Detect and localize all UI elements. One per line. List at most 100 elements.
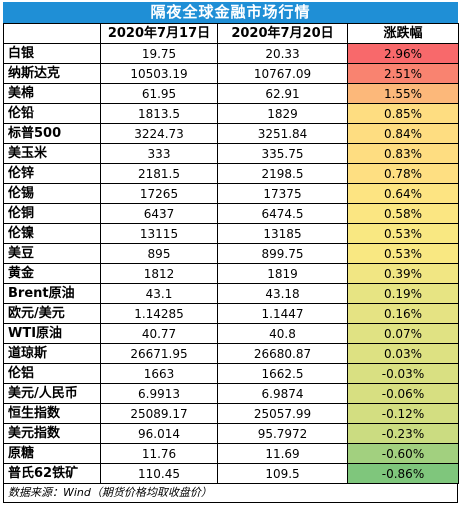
row-change: 2.51%: [347, 63, 459, 84]
row-value-date-2: 1829: [217, 103, 348, 124]
row-value-date-2: 6474.5: [217, 203, 348, 224]
table-row: 恒生指数 25089.17 25057.99 -0.12%: [3, 403, 459, 424]
row-value-date-1: 96.014: [100, 423, 218, 444]
row-change: -0.23%: [347, 423, 459, 444]
header-change: 涨跌幅: [347, 23, 459, 44]
row-value-date-1: 40.77: [100, 323, 218, 344]
table-row: 纳斯达克 10503.19 10767.09 2.51%: [3, 63, 459, 84]
table-row: 美元/人民币 6.9913 6.9874 -0.06%: [3, 383, 459, 404]
row-value-date-1: 110.45: [100, 463, 218, 484]
table-row: 伦铅 1813.5 1829 0.85%: [3, 103, 459, 124]
row-value-date-1: 13115: [100, 223, 218, 244]
row-value-date-2: 13185: [217, 223, 348, 244]
row-change: 0.07%: [347, 323, 459, 344]
market-table: 2020年7月17日 2020年7月20日 涨跌幅 白银 19.75 20.33 2.…: [3, 23, 459, 484]
row-name: 伦锌: [3, 163, 101, 184]
market-table-container: 隔夜全球金融市场行情 2020年7月17日 2020年7月20日 涨跌幅 白银 1…: [3, 2, 459, 503]
row-value-date-1: 17265: [100, 183, 218, 204]
table-row: 美棉 61.95 62.91 1.55%: [3, 83, 459, 104]
row-value-date-2: 40.8: [217, 323, 348, 344]
row-name: 美元/人民币: [3, 383, 101, 404]
row-value-date-2: 1.1447: [217, 303, 348, 324]
header-date-2: 2020年7月20日: [217, 23, 348, 44]
row-change: 2.96%: [347, 43, 459, 64]
row-name: 美元指数: [3, 423, 101, 444]
table-row: 欧元/美元 1.14285 1.1447 0.16%: [3, 303, 459, 324]
row-name: 伦铜: [3, 203, 101, 224]
row-name: Brent原油: [3, 283, 101, 304]
row-name: 道琼斯: [3, 343, 101, 364]
row-name: 纳斯达克: [3, 63, 101, 84]
row-change: -0.60%: [347, 443, 459, 464]
row-name: 普氏62铁矿: [3, 463, 101, 484]
table-row: 原糖 11.76 11.69 -0.60%: [3, 443, 459, 464]
row-value-date-1: 895: [100, 243, 218, 264]
row-value-date-2: 20.33: [217, 43, 348, 64]
row-value-date-2: 10767.09: [217, 63, 348, 84]
row-change: -0.86%: [347, 463, 459, 484]
row-change: 0.39%: [347, 263, 459, 284]
row-change: 0.53%: [347, 243, 459, 264]
table-title: 隔夜全球金融市场行情: [3, 2, 458, 23]
row-value-date-1: 3224.73: [100, 123, 218, 144]
row-value-date-1: 26671.95: [100, 343, 218, 364]
row-name: 欧元/美元: [3, 303, 101, 324]
row-value-date-1: 6437: [100, 203, 218, 224]
table-row: 标普500 3224.73 3251.84 0.84%: [3, 123, 459, 144]
header-row: 2020年7月17日 2020年7月20日 涨跌幅: [3, 23, 459, 44]
row-value-date-2: 2198.5: [217, 163, 348, 184]
row-value-date-1: 61.95: [100, 83, 218, 104]
row-value-date-2: 62.91: [217, 83, 348, 104]
row-change: 0.78%: [347, 163, 459, 184]
row-name: 美棉: [3, 83, 101, 104]
row-value-date-1: 25089.17: [100, 403, 218, 424]
row-value-date-2: 6.9874: [217, 383, 348, 404]
row-change: 0.53%: [347, 223, 459, 244]
table-row: 美玉米 333 335.75 0.83%: [3, 143, 459, 164]
row-value-date-1: 1813.5: [100, 103, 218, 124]
row-value-date-1: 1812: [100, 263, 218, 284]
table-row: 道琼斯 26671.95 26680.87 0.03%: [3, 343, 459, 364]
row-value-date-1: 6.9913: [100, 383, 218, 404]
row-name: 标普500: [3, 123, 101, 144]
row-change: -0.03%: [347, 363, 459, 384]
row-change: 0.03%: [347, 343, 459, 364]
row-value-date-2: 1819: [217, 263, 348, 284]
row-name: 伦镍: [3, 223, 101, 244]
row-name: 白银: [3, 43, 101, 64]
row-name: WTI原油: [3, 323, 101, 344]
row-name: 黄金: [3, 263, 101, 284]
table-body: 白银 19.75 20.33 2.96% 纳斯达克 10503.19 10767.09 2.5…: [3, 43, 459, 484]
row-name: 伦锡: [3, 183, 101, 204]
table-row: 黄金 1812 1819 0.39%: [3, 263, 459, 284]
row-name: 恒生指数: [3, 403, 101, 424]
header-blank: [3, 23, 101, 44]
row-value-date-1: 333: [100, 143, 218, 164]
header-date-1: 2020年7月17日: [100, 23, 218, 44]
row-value-date-1: 10503.19: [100, 63, 218, 84]
row-value-date-2: 25057.99: [217, 403, 348, 424]
row-value-date-1: 19.75: [100, 43, 218, 64]
source-note: 数据来源：Wind（期货价格均取收盘价）: [3, 484, 458, 503]
row-value-date-2: 335.75: [217, 143, 348, 164]
row-change: 0.84%: [347, 123, 459, 144]
table-row: 伦锌 2181.5 2198.5 0.78%: [3, 163, 459, 184]
row-value-date-2: 3251.84: [217, 123, 348, 144]
table-row: 白银 19.75 20.33 2.96%: [3, 43, 459, 64]
table-row: 伦镍 13115 13185 0.53%: [3, 223, 459, 244]
row-value-date-2: 43.18: [217, 283, 348, 304]
row-value-date-2: 899.75: [217, 243, 348, 264]
row-value-date-2: 109.5: [217, 463, 348, 484]
row-change: -0.12%: [347, 403, 459, 424]
row-name: 伦铝: [3, 363, 101, 384]
table-row: 伦铝 1663 1662.5 -0.03%: [3, 363, 459, 384]
row-value-date-1: 1.14285: [100, 303, 218, 324]
row-value-date-1: 43.1: [100, 283, 218, 304]
row-change: 0.85%: [347, 103, 459, 124]
table-row: 美豆 895 899.75 0.53%: [3, 243, 459, 264]
row-change: -0.06%: [347, 383, 459, 404]
row-name: 伦铅: [3, 103, 101, 124]
row-value-date-2: 11.69: [217, 443, 348, 464]
row-name: 美玉米: [3, 143, 101, 164]
row-change: 0.16%: [347, 303, 459, 324]
